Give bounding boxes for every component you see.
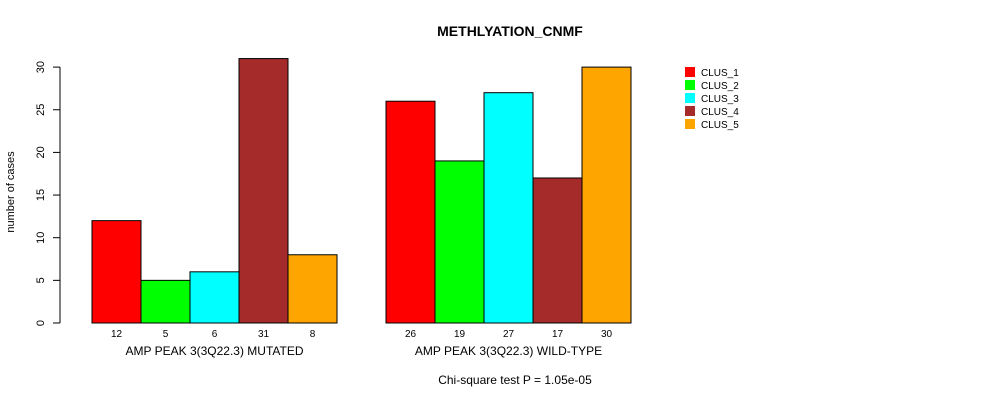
legend-label: CLUS_4 bbox=[701, 107, 739, 118]
legend-swatch-clus-1 bbox=[685, 67, 695, 77]
bar-value-label: 8 bbox=[310, 329, 316, 340]
bar-clus-4-group-2 bbox=[532, 177, 583, 324]
legend-label: CLUS_2 bbox=[701, 81, 739, 92]
bar-clus-1-group-1 bbox=[91, 220, 142, 324]
y-axis: 0 5 10 15 20 25 30 bbox=[35, 61, 61, 326]
bar-value-label: 17 bbox=[552, 329, 564, 340]
bar-value-label: 27 bbox=[503, 329, 515, 340]
group-label-2: AMP PEAK 3(3Q22.3) WILD-TYPE bbox=[415, 344, 602, 358]
bar-clus-2-group-1 bbox=[140, 279, 191, 324]
bars bbox=[91, 58, 632, 324]
y-tick-label: 10 bbox=[35, 232, 47, 244]
bar-clus-1-group-2 bbox=[385, 100, 436, 324]
bar-value-label: 31 bbox=[258, 329, 270, 340]
group-label-1: AMP PEAK 3(3Q22.3) MUTATED bbox=[125, 344, 303, 358]
legend-swatch-clus-3 bbox=[685, 93, 695, 103]
y-axis-label: number of cases bbox=[5, 151, 17, 233]
y-tick-label: 5 bbox=[35, 277, 47, 283]
bar-value-label: 5 bbox=[163, 329, 169, 340]
legend-swatch-clus-2 bbox=[685, 80, 695, 90]
bar-clus-5-group-1 bbox=[287, 254, 338, 324]
y-tick-label: 20 bbox=[35, 146, 47, 158]
y-tick-label: 30 bbox=[35, 61, 47, 73]
legend: CLUS_1 CLUS_2 CLUS_3 CLUS_4 CLUS_5 bbox=[685, 67, 739, 131]
chi-square-annotation: Chi-square test P = 1.05e-05 bbox=[438, 373, 592, 387]
bar-clus-3-group-2 bbox=[483, 92, 534, 324]
y-tick-label: 0 bbox=[35, 320, 47, 326]
y-tick-label: 25 bbox=[35, 104, 47, 116]
bar-clus-4-group-1 bbox=[238, 58, 289, 324]
bar-value-label: 19 bbox=[454, 329, 466, 340]
legend-label: CLUS_5 bbox=[701, 120, 739, 131]
bar-value-label: 6 bbox=[212, 329, 218, 340]
bar-clus-5-group-2 bbox=[581, 66, 632, 324]
legend-label: CLUS_3 bbox=[701, 94, 739, 105]
y-tick-label: 15 bbox=[35, 189, 47, 201]
bar-clus-3-group-1 bbox=[189, 271, 240, 324]
chart-title: METHLYATION_CNMF bbox=[437, 23, 583, 39]
group-labels: AMP PEAK 3(3Q22.3) MUTATED AMP PEAK 3(3Q2… bbox=[125, 344, 602, 358]
bar-value-labels: 12 5 6 31 8 26 19 27 17 30 bbox=[111, 329, 613, 340]
legend-swatch-clus-4 bbox=[685, 106, 695, 116]
bar-clus-2-group-2 bbox=[434, 160, 485, 324]
legend-swatch-clus-5 bbox=[685, 119, 695, 129]
legend-label: CLUS_1 bbox=[701, 68, 739, 79]
bar-value-label: 12 bbox=[111, 329, 123, 340]
bar-value-label: 26 bbox=[405, 329, 417, 340]
bar-value-label: 30 bbox=[601, 329, 613, 340]
